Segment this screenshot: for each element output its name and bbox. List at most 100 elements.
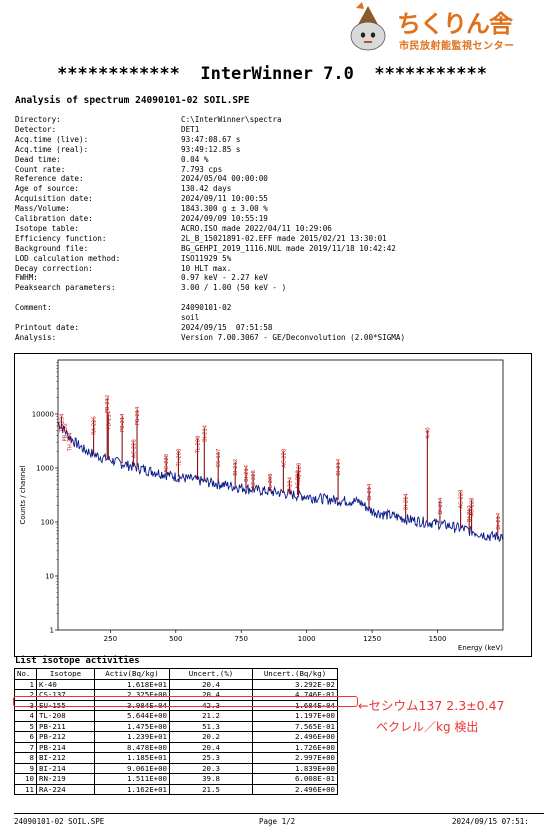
info-key: Background file: — [15, 243, 89, 253]
table-cell: 20.2 — [169, 731, 253, 743]
logo-subtitle: 市民放射能監視センター — [399, 41, 515, 52]
footer-divider — [14, 813, 544, 814]
peak-label: AC-228 — [164, 454, 170, 473]
info-row: Acq.time (real): 93:49:12.85 s — [15, 144, 535, 156]
column-header: Isotope — [36, 668, 95, 680]
table-cell: 1.618E+01 — [94, 678, 170, 690]
info-row: Analysis: Version 7.00.3067 - GE/Deconvol… — [15, 332, 535, 344]
info-key: Directory: — [15, 115, 61, 124]
x-tick-label: 1000 — [298, 635, 316, 643]
peak-label: AC-228 — [297, 463, 303, 482]
info-value: 3.00 / 1.00 (50 keV - ) — [181, 283, 287, 293]
analysis-heading: Analysis of spectrum 24090101-02 SOIL.SP… — [15, 95, 250, 106]
info-row: Peaksearch parameters: 3.00 / 1.00 (50 ke… — [15, 284, 535, 294]
y-tick-label: 1000 — [36, 465, 54, 473]
info-value: Version 7.00.3067 - GE/Deconvolution (2.… — [181, 332, 406, 342]
info-value: 24090101-02 — [181, 303, 232, 312]
table-cell: 8.478E+00 — [94, 741, 170, 753]
table-cell: 20.3 — [169, 762, 253, 774]
table-cell: 7.565E-01 — [252, 720, 338, 732]
cs137-annotation: ←セシウム137 2.3±0.47 — [358, 698, 505, 713]
info-row: Reference date: 2024/05/04 00:00:00 — [15, 175, 535, 185]
info-row: LOD calculation method: ISO11929 5% — [15, 253, 535, 265]
peak-label: K-40 — [425, 427, 431, 438]
info-value: 2L_B_15021891-02.EFF made 2015/02/21 13:… — [181, 233, 387, 243]
info-key: Isotope table: — [15, 223, 80, 233]
x-tick-label: 500 — [169, 635, 182, 643]
peak-label: PB-214 — [106, 410, 112, 429]
info-value: 0.97 keV - 2.27 keV — [181, 273, 268, 283]
peak-label: PB-214 — [120, 413, 126, 432]
column-header: No. — [14, 668, 37, 680]
peak-label: AC-228 — [251, 470, 257, 489]
table-cell: 51.3 — [169, 720, 253, 732]
info-value: 93:47:08.67 s — [181, 134, 241, 144]
info-key: Mass/Volume: — [15, 204, 70, 214]
column-header: Uncert.(Bq/kg) — [252, 668, 338, 680]
info-row: FWHM: 0.97 keV - 2.27 keV — [15, 274, 535, 284]
column-header: Uncert.(%) — [169, 668, 253, 680]
table-row: 5 PB-211 1.475E+00 51.3 7.565E-01 — [14, 720, 338, 732]
table-cell: TL-208 — [36, 710, 95, 722]
table-cell: RA-224 — [36, 783, 95, 795]
info-value: DET1 — [181, 124, 200, 134]
table-row: 11 RA-224 1.162E+01 21.5 2.496E+00 — [14, 783, 338, 795]
x-axis-label: Energy (keV) — [458, 644, 503, 652]
peak-label: BI-214 — [202, 424, 208, 442]
info-row: Background file: BG_GEHPI_2019_1116.NUL m… — [15, 243, 535, 255]
info-value: 93:49:12.85 s — [181, 144, 241, 154]
table-cell: PB-214 — [36, 741, 95, 753]
info-key: Acq.time (live): — [15, 134, 89, 144]
table-cell: 5.644E+00 — [94, 710, 170, 722]
table-row: 1 K-40 1.618E+01 20.4 3.292E-02 — [14, 678, 338, 690]
info-key: Acq.time (real): — [15, 144, 89, 154]
table-cell: 1.239E+01 — [94, 731, 170, 743]
footer-date: 2024/09/15 07:51: — [452, 817, 529, 826]
info-row: Printout date: 2024/09/15 07:51:58 — [15, 322, 535, 334]
peak-label: CS-137 — [216, 449, 222, 468]
peak-label: BI-212 — [467, 505, 473, 522]
y-tick-label: 10 — [45, 573, 54, 581]
peak-label: AC-228 — [470, 498, 476, 517]
info-key: Decay correction: — [15, 263, 93, 273]
table-cell: 20.4 — [169, 678, 253, 690]
peak-label: PB-212 — [105, 395, 111, 413]
info-row: Calibration date: 2024/09/09 10:55:19 — [15, 214, 535, 225]
table-cell: 7 — [14, 741, 37, 753]
info-value: 10 HLT max. — [181, 263, 232, 273]
peak-label: BI-214 — [287, 476, 293, 494]
table-cell: 1 — [14, 678, 37, 690]
table-cell: 5 — [14, 720, 37, 732]
info-key: Calibration date: — [15, 214, 93, 223]
info-row: Isotope table: ACRO.ISO made 2022/04/11 1… — [15, 223, 535, 235]
report-title: ************ InterWinner 7.0 *********** — [57, 64, 487, 84]
table-cell: PB-212 — [36, 731, 95, 743]
info-key: Age of source: — [15, 184, 80, 194]
x-tick-label: 1500 — [429, 635, 447, 643]
table-row: 10 RN-219 1.511E+00 39.8 6.008E-01 — [14, 773, 338, 785]
table-cell: 1.197E+00 — [252, 710, 338, 722]
info-value: soil — [181, 312, 200, 322]
table-cell: 1.839E+00 — [252, 762, 338, 774]
table-cell: 4 — [14, 710, 37, 722]
info-key: Efficiency function: — [15, 233, 107, 243]
footer-filename: 24090101-02 SOIL.SPE — [14, 817, 105, 826]
info-key: Printout date: — [15, 322, 80, 332]
info-key: FWHM: — [15, 273, 38, 283]
table-cell: BI-212 — [36, 752, 95, 764]
info-key: LOD calculation method: — [15, 253, 121, 263]
info-key: Dead time: — [15, 154, 61, 164]
info-row: Age of source: 130.42 days — [15, 185, 535, 195]
table-cell: 6.008E-01 — [252, 773, 338, 785]
x-tick-label: 250 — [104, 635, 117, 643]
peak-label: BI-214 — [336, 458, 342, 476]
table-cell: 21.5 — [169, 783, 253, 795]
x-tick-label: 750 — [235, 635, 248, 643]
table-cell: 39.8 — [169, 773, 253, 785]
info-row: Acq.time (live): 93:47:08.67 s — [15, 134, 535, 146]
info-row: Acquisition date: 2024/09/11 10:00:55 — [15, 194, 535, 205]
table-cell: BI-214 — [36, 762, 95, 774]
peak-label: TL-208 — [176, 449, 182, 468]
table-cell: K-40 — [36, 678, 95, 690]
info-value: 1843.300 g ± 3.00 % — [181, 204, 268, 214]
